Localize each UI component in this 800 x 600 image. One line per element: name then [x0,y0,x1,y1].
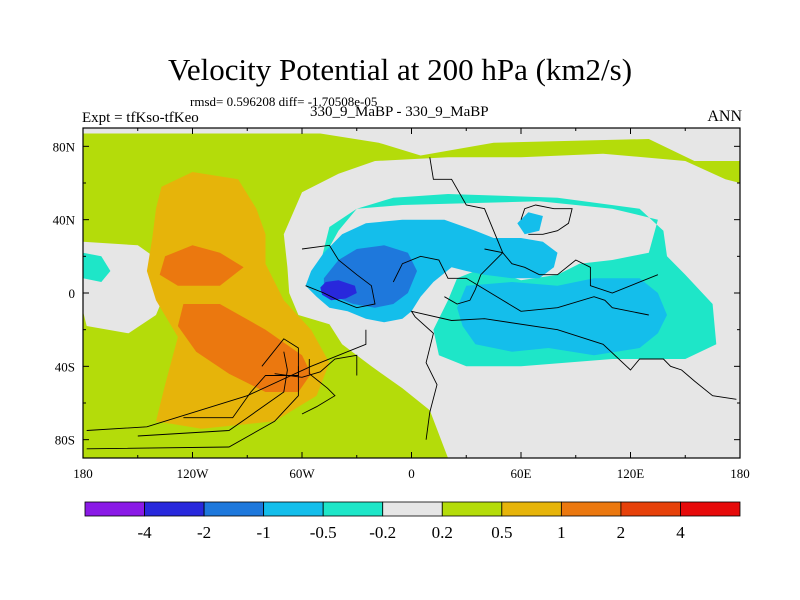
colorbar-label: -0.2 [369,523,396,542]
contour-region-6 [457,278,667,356]
colorbar-swatch [560,501,622,517]
x-tick-label: 0 [408,466,415,481]
colorbar-swatch [620,501,681,517]
x-tick-label: 180 [73,466,93,481]
colorbar-label: 1 [557,523,566,542]
x-tick-label: 60W [289,466,315,481]
colorbar-swatch [322,501,384,517]
colorbar-label: 0.5 [491,523,512,542]
x-tick-label: 180 [730,466,750,481]
colorbar-label: 2 [617,523,626,542]
coastline-3 [183,338,299,419]
axes: 180 120W 60W 0 60E 120E 180 80N 40N 0 40S 80S [53,128,750,481]
colorbar-label: 4 [676,523,685,542]
season-label: ANN [707,108,742,125]
coastlines [86,157,737,450]
colorbar-swatch [84,501,145,517]
coastline-11 [520,204,573,235]
cases-label: 330_9_MaBP - 330_9_MaBP [310,104,489,120]
contour-region-0 [83,128,740,161]
colorbar-label: -0.5 [310,523,337,542]
contour-region-11 [159,245,244,286]
y-tick-label: 40N [53,213,76,228]
colorbar-swatch [441,501,503,517]
coastline-5 [301,359,336,415]
coastline-2 [137,351,288,437]
coastline-9 [301,244,376,309]
colorbar-label: -4 [137,523,152,542]
colorbar-swatch [501,501,562,517]
x-tick-label: 60E [511,466,532,481]
colorbar-swatch [203,501,265,517]
colorbar-label: 0.2 [432,523,453,542]
coastline-7 [392,255,649,316]
y-tick-label: 0 [69,286,76,301]
contour-region-4 [83,252,111,282]
colorbar: -4 -2 -1 -0.5 -0.2 0.2 0.5 1 2 4 [84,501,741,542]
y-tick-label: 40S [55,359,75,374]
colorbar-swatch [263,501,324,517]
coastline-6 [410,310,737,440]
coastline-10 [484,248,659,294]
colorbar-swatch [382,501,443,517]
plot-area [83,128,740,458]
y-tick-label: 80S [55,433,75,448]
experiment-label: Expt = tfKso-tfKeo [82,110,199,126]
colorbar-swatch [680,501,741,517]
coastline-1 [86,366,299,450]
x-tick-label: 120W [177,466,210,481]
colorbar-label: -1 [257,523,271,542]
coastline-4 [274,354,358,378]
colorbar-swatch [144,501,205,517]
chart-title: Velocity Potential at 200 hPa (km2/s) [167,52,633,87]
contour-region-12 [177,304,312,392]
colorbar-label: -2 [197,523,211,542]
contour-region-7 [517,212,543,235]
stats-label: rmsd= 0.596208 diff= -1.70508e-05 [190,94,378,109]
y-tick-label: 80N [53,139,76,154]
x-tick-label: 120E [617,466,645,481]
coastline-0 [86,329,367,431]
